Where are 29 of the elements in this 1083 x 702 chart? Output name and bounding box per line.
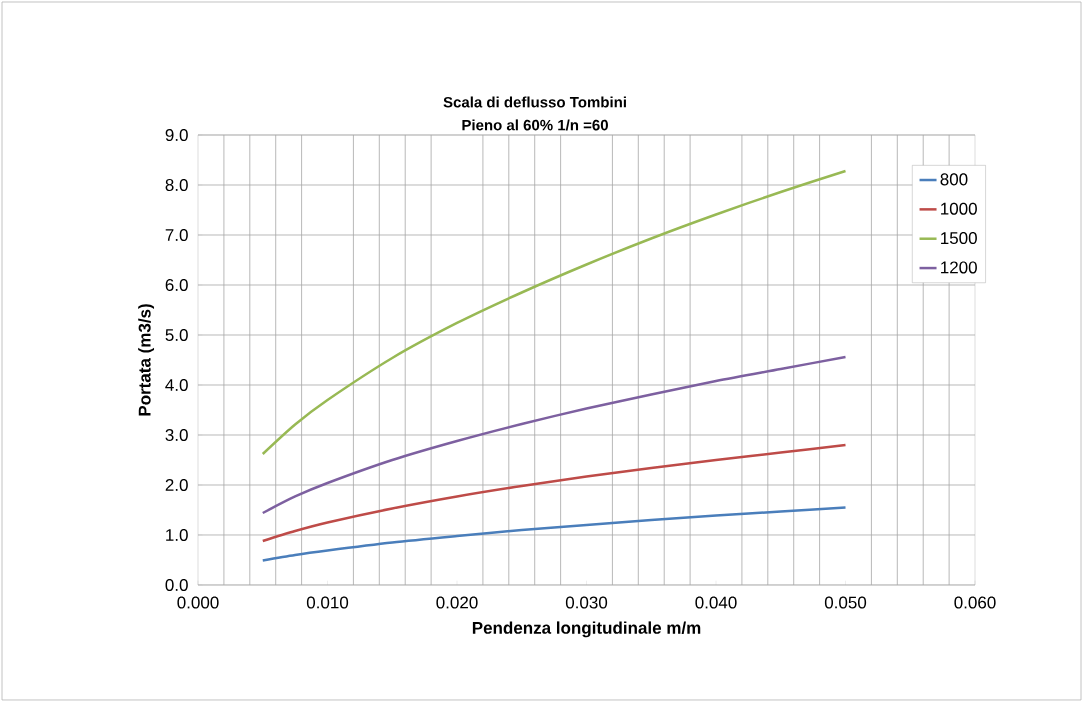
- y-tick-label: 4.0: [165, 378, 188, 392]
- x-tick-label: 0.010: [306, 596, 349, 609]
- line-series: [261, 506, 847, 562]
- x-tick-label: 0.000: [177, 596, 219, 609]
- y-tick-label: 3.0: [165, 428, 188, 442]
- legend-label: 1200: [941, 261, 977, 274]
- legend-label: 1000: [941, 202, 977, 215]
- y-tick-label: 7.0: [165, 228, 188, 242]
- line-series: [261, 443, 847, 543]
- y-tick-label: 2.0: [165, 478, 188, 492]
- x-tick-label: 0.030: [565, 596, 608, 609]
- y-tick-label: 9.0: [165, 128, 188, 142]
- y-axis-title: Portata (m3/s): [138, 304, 155, 416]
- x-axis-title: Pendenza longitudinale m/m: [472, 621, 701, 638]
- x-tick-label: 0.040: [695, 596, 737, 609]
- chart-subtitle: Pieno al 60% 1/n =60: [462, 119, 608, 131]
- line-series: [261, 169, 847, 456]
- y-tick-label: 6.0: [165, 278, 188, 292]
- line-series: [261, 355, 847, 515]
- chart-title: Scala di deflusso Tombini: [443, 96, 626, 108]
- legend-label: 1500: [941, 232, 977, 245]
- x-tick-label: 0.020: [436, 596, 478, 609]
- legend-label: 800: [940, 173, 968, 186]
- x-tick-label: 0.050: [824, 596, 867, 609]
- y-tick-label: 8.0: [165, 178, 188, 192]
- y-tick-label: 5.0: [165, 328, 188, 342]
- x-tick-label: 0.060: [954, 596, 996, 609]
- y-tick-label: 1.0: [166, 528, 188, 542]
- y-tick-label: 0.0: [165, 578, 188, 592]
